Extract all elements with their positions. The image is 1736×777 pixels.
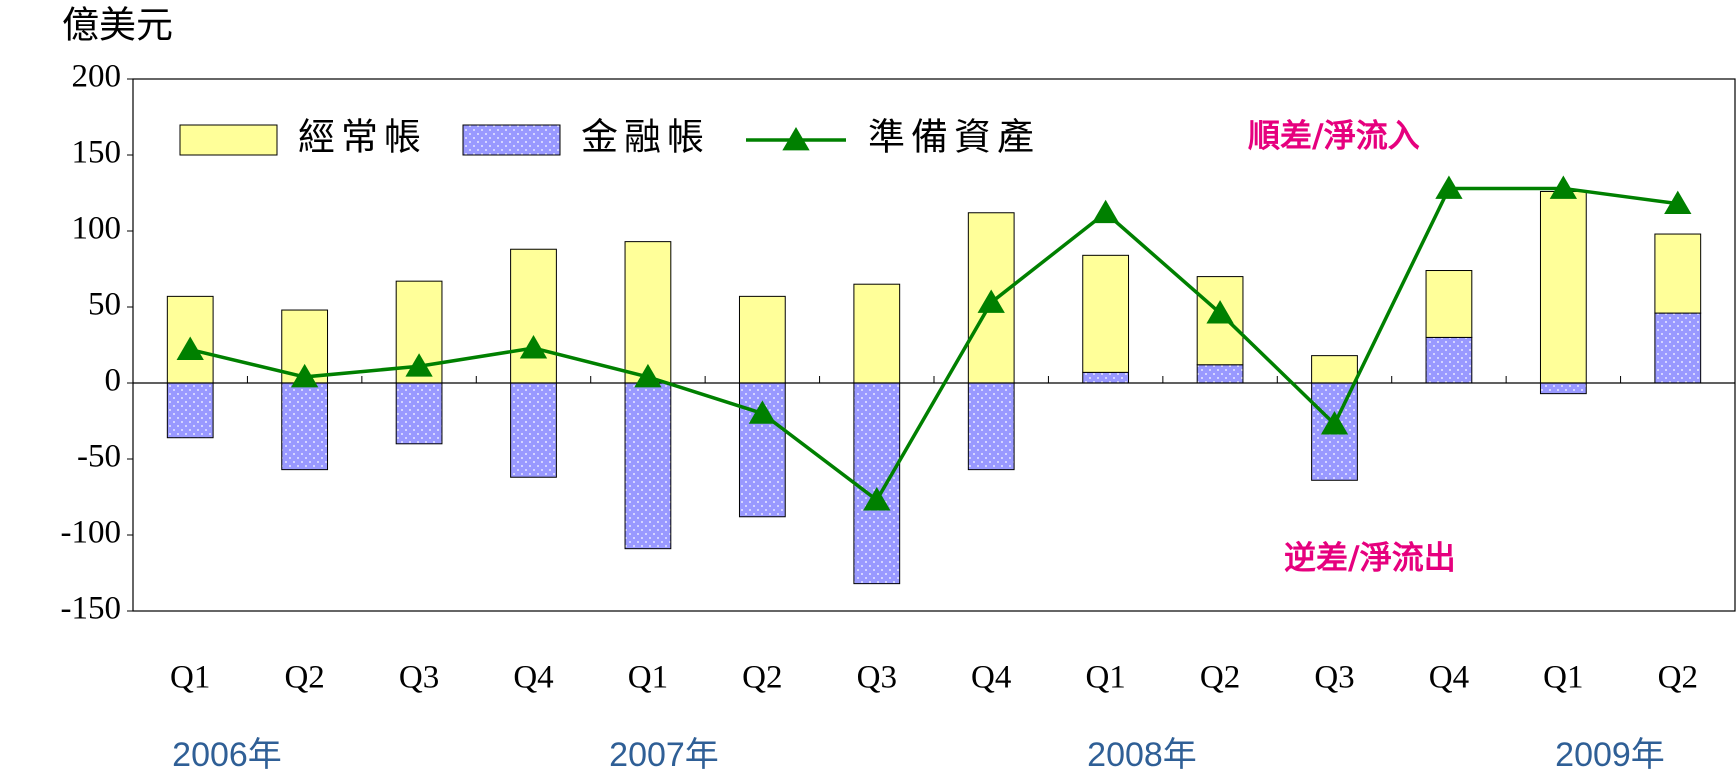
legend-swatch bbox=[462, 124, 561, 156]
legend-label: 經常帳 bbox=[298, 116, 427, 159]
bar bbox=[1196, 364, 1244, 384]
legend-swatch bbox=[179, 124, 278, 156]
year-label: 2009年 bbox=[1555, 736, 1665, 774]
y-tick-label: 200 bbox=[72, 59, 122, 95]
bar bbox=[1425, 336, 1473, 384]
marker bbox=[1435, 175, 1463, 199]
bar bbox=[1654, 312, 1702, 384]
bar bbox=[967, 382, 1015, 471]
annotation: 順差/淨流入 bbox=[1248, 117, 1420, 155]
bar bbox=[738, 295, 786, 384]
x-tick-label: Q1 bbox=[1543, 660, 1583, 696]
x-tick-label: Q1 bbox=[628, 660, 668, 696]
bar bbox=[395, 382, 443, 445]
y-tick-label: 0 bbox=[105, 363, 122, 399]
x-tick-label: Q4 bbox=[971, 660, 1011, 696]
marker bbox=[1549, 175, 1578, 199]
unit-label: 億美元 bbox=[62, 4, 173, 47]
marker bbox=[634, 363, 662, 388]
marker bbox=[977, 289, 1005, 313]
legend-swatch bbox=[782, 127, 810, 151]
marker bbox=[519, 335, 548, 359]
bar bbox=[853, 382, 901, 585]
year-label: 2007年 bbox=[609, 736, 719, 774]
bar bbox=[1082, 254, 1130, 373]
marker bbox=[1320, 411, 1349, 435]
x-tick-label: Q1 bbox=[170, 660, 210, 696]
marker bbox=[1091, 199, 1120, 224]
x-tick-label: Q2 bbox=[742, 660, 782, 696]
plot-area bbox=[132, 78, 1736, 612]
marker bbox=[1206, 300, 1234, 324]
bar bbox=[1082, 371, 1130, 384]
bar bbox=[1539, 190, 1587, 384]
y-tick-label: -150 bbox=[61, 591, 122, 627]
marker bbox=[748, 400, 777, 424]
bar bbox=[624, 241, 672, 384]
bar bbox=[624, 382, 672, 550]
y-tick-label: 150 bbox=[72, 135, 122, 171]
bar bbox=[1654, 233, 1702, 314]
x-tick-label: Q2 bbox=[1658, 660, 1698, 696]
marker bbox=[405, 353, 433, 377]
bar bbox=[510, 382, 557, 478]
x-tick-label: Q4 bbox=[1429, 660, 1469, 696]
legend-label: 準備資產 bbox=[868, 116, 1040, 159]
y-tick-label: -50 bbox=[77, 439, 121, 475]
bar bbox=[1425, 270, 1473, 338]
x-tick-label: Q2 bbox=[284, 660, 324, 696]
legend-label: 金融帳 bbox=[581, 116, 710, 159]
x-tick-label: Q4 bbox=[513, 660, 553, 696]
bar bbox=[1539, 382, 1587, 395]
x-tick-label: Q3 bbox=[1314, 660, 1354, 696]
marker bbox=[863, 487, 891, 511]
bar bbox=[510, 248, 557, 384]
x-tick-label: Q2 bbox=[1200, 660, 1240, 696]
x-tick-label: Q3 bbox=[399, 660, 439, 696]
year-label: 2008年 bbox=[1087, 736, 1197, 774]
bar bbox=[166, 382, 214, 439]
annotation: 逆差/淨流出 bbox=[1284, 539, 1456, 577]
bar bbox=[853, 283, 901, 384]
bar bbox=[1311, 355, 1358, 384]
year-label: 2006年 bbox=[172, 736, 282, 774]
x-tick-label: Q1 bbox=[1085, 660, 1125, 696]
marker bbox=[176, 336, 204, 360]
marker bbox=[1664, 190, 1692, 215]
marker bbox=[290, 363, 319, 388]
line bbox=[189, 186, 1679, 503]
y-tick-label: -100 bbox=[61, 515, 122, 551]
y-tick-label: 100 bbox=[72, 211, 122, 247]
bar bbox=[281, 382, 329, 471]
x-tick-label: Q3 bbox=[857, 660, 897, 696]
y-tick-label: 50 bbox=[88, 287, 121, 323]
